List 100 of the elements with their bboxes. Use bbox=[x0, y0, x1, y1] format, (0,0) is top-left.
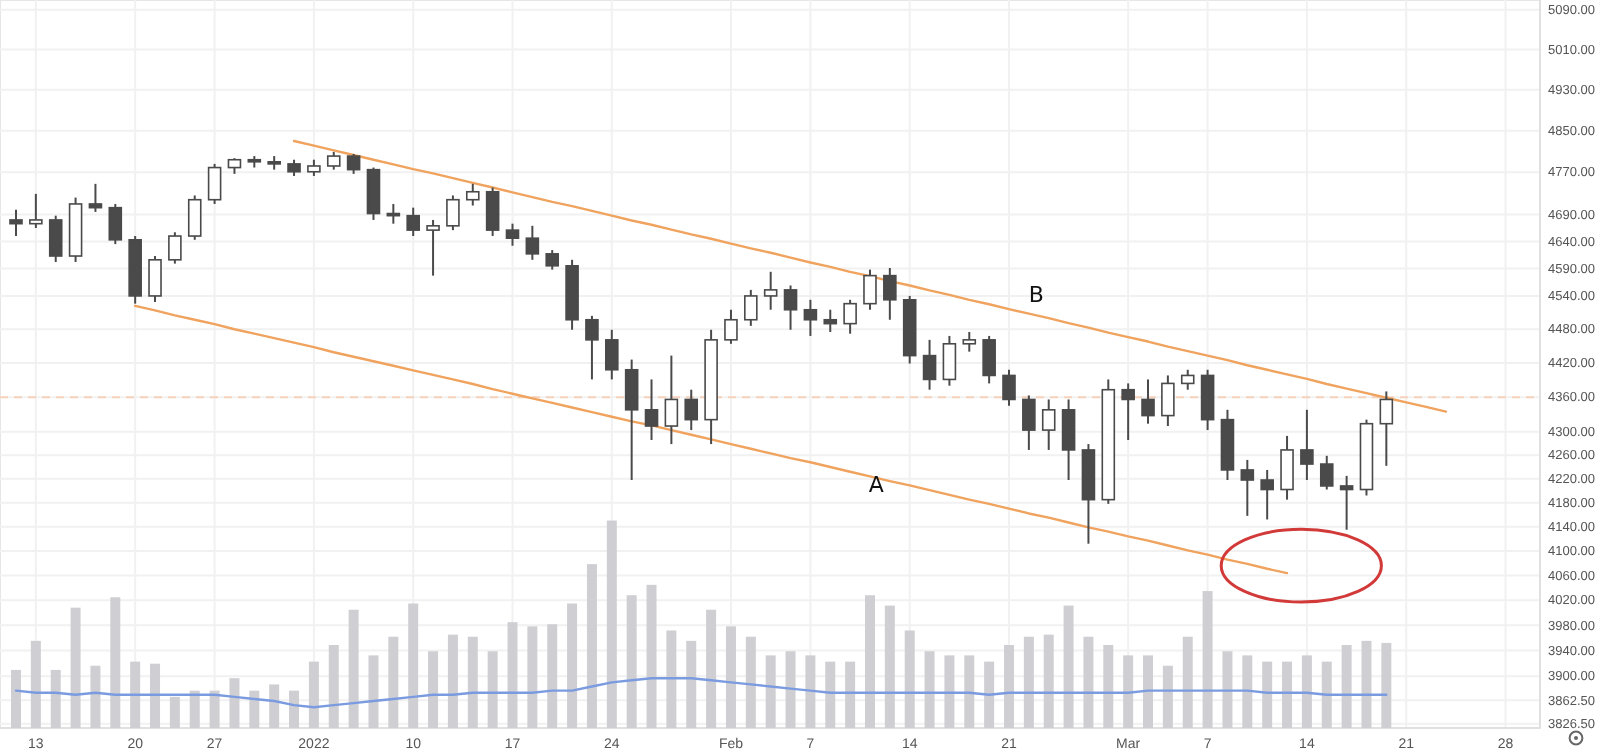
bar bbox=[825, 661, 836, 728]
candlestick bbox=[605, 328, 619, 381]
candlestick bbox=[1200, 368, 1215, 432]
bar bbox=[785, 651, 796, 728]
bar bbox=[765, 655, 776, 728]
bar bbox=[447, 634, 458, 728]
bar bbox=[11, 669, 21, 728]
bar bbox=[229, 678, 240, 728]
candlestick bbox=[1300, 408, 1314, 482]
bar bbox=[368, 655, 379, 728]
candlestick bbox=[1240, 458, 1255, 517]
bar bbox=[467, 636, 478, 728]
bar bbox=[209, 690, 220, 728]
annotation: A bbox=[868, 472, 885, 499]
bar bbox=[150, 663, 161, 728]
candlestick bbox=[1121, 382, 1135, 441]
bar bbox=[1063, 605, 1074, 728]
candlestick bbox=[1280, 434, 1294, 501]
bar bbox=[527, 626, 538, 728]
candlestick bbox=[1260, 468, 1274, 521]
candlestick bbox=[1022, 394, 1036, 451]
candlestick bbox=[29, 192, 43, 229]
candlestick bbox=[942, 334, 957, 387]
bar bbox=[626, 595, 637, 728]
bar bbox=[110, 597, 121, 728]
candlestick bbox=[962, 331, 977, 353]
bar bbox=[686, 640, 697, 728]
bar bbox=[507, 622, 518, 728]
bar bbox=[984, 661, 995, 728]
bar bbox=[70, 607, 81, 728]
bar bbox=[90, 665, 101, 728]
bar bbox=[805, 655, 816, 728]
candlestick bbox=[366, 166, 381, 221]
candlestick bbox=[187, 194, 202, 241]
bar bbox=[1381, 642, 1392, 728]
candlestick bbox=[724, 308, 738, 345]
candlestick bbox=[823, 308, 838, 334]
bar bbox=[1242, 655, 1253, 728]
bar bbox=[428, 651, 439, 728]
bar bbox=[130, 661, 141, 728]
bar bbox=[1023, 636, 1034, 728]
candlestick bbox=[1061, 398, 1076, 482]
bar bbox=[189, 690, 200, 728]
candlestick bbox=[148, 255, 162, 304]
bar bbox=[1262, 661, 1273, 728]
bar bbox=[388, 636, 399, 728]
candlestick bbox=[1041, 398, 1056, 451]
candlestick bbox=[406, 206, 420, 238]
candlestick bbox=[346, 152, 361, 175]
bar bbox=[845, 661, 856, 728]
bar bbox=[1103, 645, 1114, 728]
candlestick bbox=[1180, 368, 1195, 391]
bar bbox=[904, 630, 915, 728]
candlestick bbox=[744, 288, 758, 327]
bar bbox=[30, 640, 41, 728]
candlestick bbox=[624, 358, 639, 482]
bar bbox=[706, 609, 717, 728]
candlestick bbox=[525, 224, 540, 261]
bar bbox=[1321, 661, 1332, 728]
candlestick bbox=[1319, 454, 1334, 491]
bar bbox=[1301, 655, 1312, 728]
bar bbox=[884, 605, 895, 728]
candlestick bbox=[446, 194, 460, 232]
candlestick bbox=[1161, 374, 1175, 428]
bar bbox=[1123, 655, 1134, 728]
candlestick bbox=[843, 298, 857, 335]
bar bbox=[269, 684, 280, 728]
candlestick bbox=[803, 298, 818, 337]
bar bbox=[944, 655, 955, 728]
bar bbox=[1162, 665, 1173, 728]
candlestick bbox=[88, 182, 103, 213]
candlestick bbox=[465, 182, 480, 207]
bar bbox=[606, 520, 617, 728]
bar bbox=[249, 690, 260, 728]
bar bbox=[586, 564, 597, 728]
candlestick bbox=[48, 214, 63, 263]
candlestick bbox=[1379, 390, 1394, 467]
bar bbox=[864, 595, 875, 728]
candlestick bbox=[863, 268, 877, 311]
bar bbox=[547, 624, 558, 728]
candlestick bbox=[545, 249, 560, 271]
bar bbox=[1004, 645, 1014, 728]
candlestick bbox=[982, 334, 996, 385]
candlestick bbox=[485, 186, 500, 238]
bar bbox=[1361, 640, 1372, 728]
bar bbox=[1222, 651, 1233, 728]
candlestick bbox=[644, 378, 659, 441]
bar bbox=[1202, 591, 1213, 728]
bar bbox=[1182, 636, 1193, 728]
bar bbox=[1341, 645, 1352, 728]
annotation: B bbox=[1028, 282, 1044, 309]
bar bbox=[725, 626, 736, 728]
candlestick bbox=[9, 208, 23, 238]
candlestick bbox=[684, 388, 699, 432]
bar bbox=[1143, 655, 1154, 728]
candlestick bbox=[664, 354, 679, 446]
candlestick bbox=[1002, 368, 1016, 407]
bar bbox=[50, 669, 61, 728]
bar bbox=[169, 696, 180, 728]
bar bbox=[924, 651, 935, 728]
